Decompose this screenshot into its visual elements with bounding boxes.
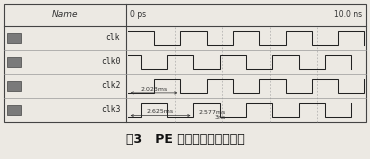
Text: Name: Name [51, 10, 78, 19]
Text: 2.625ms: 2.625ms [147, 109, 174, 114]
Bar [7, 33, 21, 43]
Text: 2.577ms: 2.577ms [199, 110, 226, 115]
Text: clk2: clk2 [101, 81, 120, 90]
Text: 2.023ms: 2.023ms [140, 87, 168, 92]
Text: clk3: clk3 [101, 105, 120, 114]
Bar [7, 105, 21, 115]
Text: 10.0 ns: 10.0 ns [334, 10, 363, 19]
Bar [7, 81, 21, 91]
Text: 图3   PE 实际使用的控制时钟: 图3 PE 实际使用的控制时钟 [126, 133, 244, 146]
Text: 0 ps: 0 ps [130, 10, 146, 19]
Text: clk0: clk0 [101, 57, 120, 66]
Text: 3ns: 3ns [214, 115, 225, 120]
Bar [7, 57, 21, 67]
Text: clk: clk [105, 34, 120, 42]
